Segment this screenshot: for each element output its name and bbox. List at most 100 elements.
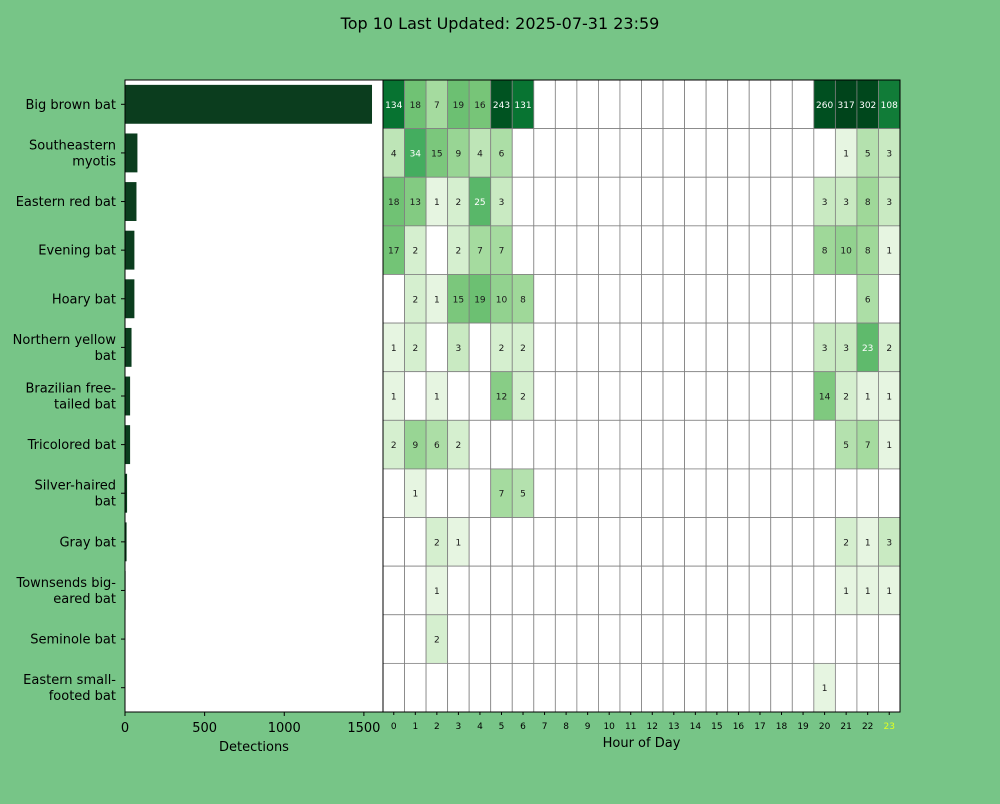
heatmap-cell (448, 372, 470, 421)
heatmap-cell (491, 566, 513, 615)
heatmap-cell (555, 129, 577, 178)
hour-tick-label: 1 (412, 722, 418, 732)
heatmap-cell (685, 615, 707, 664)
heatmap-cell-value: 2 (456, 441, 462, 451)
heatmap-cell (663, 323, 685, 372)
hour-tick-label: 21 (840, 722, 851, 732)
heatmap-cell-value: 13 (410, 198, 421, 208)
heatmap-cell (598, 372, 620, 421)
hour-tick-label: 18 (776, 722, 788, 732)
heatmap-cell (383, 663, 405, 712)
hour-tick-label: 22 (862, 722, 873, 732)
heatmap-cell (383, 615, 405, 664)
heatmap-cell (663, 274, 685, 323)
heatmap-cell-value: 2 (412, 295, 418, 305)
heatmap-cell-value: 1 (391, 344, 397, 354)
heatmap-cell (620, 226, 642, 275)
heatmap-cell-value: 12 (496, 393, 507, 403)
heatmap-cell (857, 615, 879, 664)
heatmap-cell (405, 518, 427, 567)
species-label-line: Hoary bat (52, 292, 116, 307)
heatmap-cell-value: 2 (520, 344, 526, 354)
heatmap-cell-value: 5 (843, 441, 849, 451)
heatmap-cell-value: 10 (496, 295, 508, 305)
heatmap-cell-value: 19 (453, 101, 465, 111)
heatmap-cell (577, 372, 599, 421)
heatmap-cell (685, 469, 707, 518)
heatmap-cell (534, 274, 556, 323)
heatmap-cell (857, 469, 879, 518)
heatmap-cell-value: 3 (886, 538, 892, 548)
heatmap-cell (642, 469, 664, 518)
heatmap-cell (814, 518, 836, 567)
heatmap-cell-value: 260 (816, 101, 833, 111)
heatmap-cell-value: 1 (886, 587, 892, 597)
species-label: Townsends big-eared bat (15, 576, 116, 607)
heatmap-cell (598, 518, 620, 567)
heatmap-cell (685, 226, 707, 275)
x-tick-label: 1000 (268, 721, 301, 736)
species-label-line: myotis (72, 154, 116, 169)
heatmap-cell-value: 7 (865, 441, 871, 451)
heatmap-cell (620, 177, 642, 226)
x-axis-label: Detections (219, 740, 289, 755)
heatmap-cell (512, 177, 534, 226)
heatmap-cell (749, 518, 771, 567)
species-label: Tricolored bat (27, 438, 116, 453)
heatmap-cell-value: 1 (843, 149, 849, 159)
heatmap-cell (491, 663, 513, 712)
hour-tick-label: 20 (819, 722, 831, 732)
heatmap-cell (555, 80, 577, 129)
heatmap-cell (706, 663, 728, 712)
heatmap-cell (534, 226, 556, 275)
heatmap-cell (685, 274, 707, 323)
heatmap-cell-value: 25 (474, 198, 485, 208)
heatmap-cell (771, 372, 793, 421)
bar-plot-area (125, 80, 383, 712)
heatmap-cell-value: 1 (391, 393, 397, 403)
heatmap-cell-value: 10 (840, 247, 852, 257)
heatmap-cell (814, 615, 836, 664)
heatmap-cell (663, 177, 685, 226)
heatmap-cell (598, 615, 620, 664)
heatmap-cell (555, 518, 577, 567)
heatmap-cell (534, 80, 556, 129)
species-label: Gray bat (59, 535, 116, 550)
heatmap-cell (792, 323, 814, 372)
heatmap-cell-value: 2 (412, 247, 418, 257)
species-label-line: bat (95, 349, 116, 364)
hour-tick-label: 6 (520, 722, 526, 732)
heatmap-cell (749, 566, 771, 615)
heatmap-cell (577, 663, 599, 712)
heatmap-cell (577, 129, 599, 178)
hour-tick-label: 19 (797, 722, 809, 732)
heatmap-cell (685, 420, 707, 469)
heatmap-x-axis-label: Hour of Day (603, 736, 681, 751)
heatmap-cell-value: 5 (865, 149, 871, 159)
heatmap-cell-value: 1 (822, 684, 828, 694)
heatmap-cell (620, 129, 642, 178)
heatmap-cell (814, 469, 836, 518)
heatmap-cell-value: 2 (843, 393, 849, 403)
hour-tick-label: 7 (542, 722, 548, 732)
heatmap-cell (749, 663, 771, 712)
heatmap-cell (835, 615, 857, 664)
heatmap-cell (534, 518, 556, 567)
heatmap-cell-value: 1 (434, 587, 440, 597)
heatmap-cell-value: 9 (412, 441, 418, 451)
heatmap-cell (555, 420, 577, 469)
species-label: Seminole bat (30, 633, 116, 648)
heatmap-cell (792, 518, 814, 567)
heatmap-cell-value: 9 (456, 149, 462, 159)
heatmap-cell (792, 566, 814, 615)
species-label: Big brown bat (26, 98, 117, 113)
heatmap-cell (405, 566, 427, 615)
heatmap-cell (878, 274, 900, 323)
heatmap-cell (448, 469, 470, 518)
heatmap-cell (663, 615, 685, 664)
heatmap-cell (728, 274, 750, 323)
heatmap-cell (448, 566, 470, 615)
heatmap-cell-value: 1 (865, 393, 871, 403)
